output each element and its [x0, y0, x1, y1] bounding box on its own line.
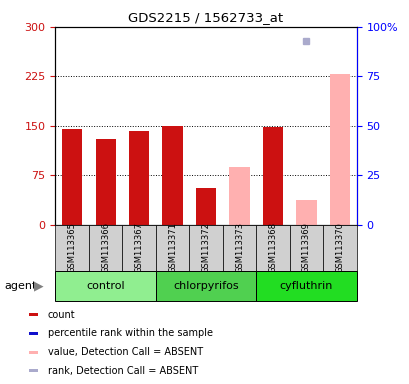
Bar [289, 225, 322, 271]
Text: GSM113371: GSM113371 [168, 222, 177, 273]
Bar [155, 225, 189, 271]
Text: GSM113365: GSM113365 [67, 222, 76, 273]
Bar [89, 225, 122, 271]
Bar [329, 74, 349, 225]
Bar [29, 313, 38, 316]
Bar [229, 167, 249, 225]
Text: chlorpyrifos: chlorpyrifos [173, 281, 238, 291]
Bar [62, 129, 82, 225]
Bar [189, 225, 222, 271]
Bar [256, 225, 289, 271]
Bar [262, 127, 282, 225]
Bar [29, 332, 38, 335]
Text: ▶: ▶ [34, 280, 43, 293]
Bar [95, 139, 115, 225]
Text: value, Detection Call = ABSENT: value, Detection Call = ABSENT [47, 347, 202, 357]
Text: count: count [47, 310, 75, 319]
Bar [29, 369, 38, 372]
Bar [222, 225, 256, 271]
Text: GSM113368: GSM113368 [268, 222, 277, 273]
Text: GSM113370: GSM113370 [335, 222, 344, 273]
Text: GSM113372: GSM113372 [201, 222, 210, 273]
Text: rank, Detection Call = ABSENT: rank, Detection Call = ABSENT [47, 366, 197, 376]
Bar [55, 271, 155, 301]
Bar [129, 131, 149, 225]
Bar [29, 351, 38, 354]
Bar [162, 126, 182, 225]
Bar [122, 225, 155, 271]
Text: agent: agent [4, 281, 36, 291]
Text: control: control [86, 281, 125, 291]
Text: GSM113367: GSM113367 [134, 222, 143, 273]
Title: GDS2215 / 1562733_at: GDS2215 / 1562733_at [128, 11, 283, 24]
Text: cyfluthrin: cyfluthrin [279, 281, 333, 291]
Text: GSM113369: GSM113369 [301, 222, 310, 273]
Bar [322, 225, 356, 271]
Bar [196, 189, 216, 225]
Bar [296, 200, 316, 225]
Bar [256, 271, 356, 301]
Text: GSM113373: GSM113373 [234, 222, 243, 273]
Bar [155, 271, 256, 301]
Text: percentile rank within the sample: percentile rank within the sample [47, 328, 212, 338]
Text: GSM113366: GSM113366 [101, 222, 110, 273]
Bar [55, 225, 89, 271]
